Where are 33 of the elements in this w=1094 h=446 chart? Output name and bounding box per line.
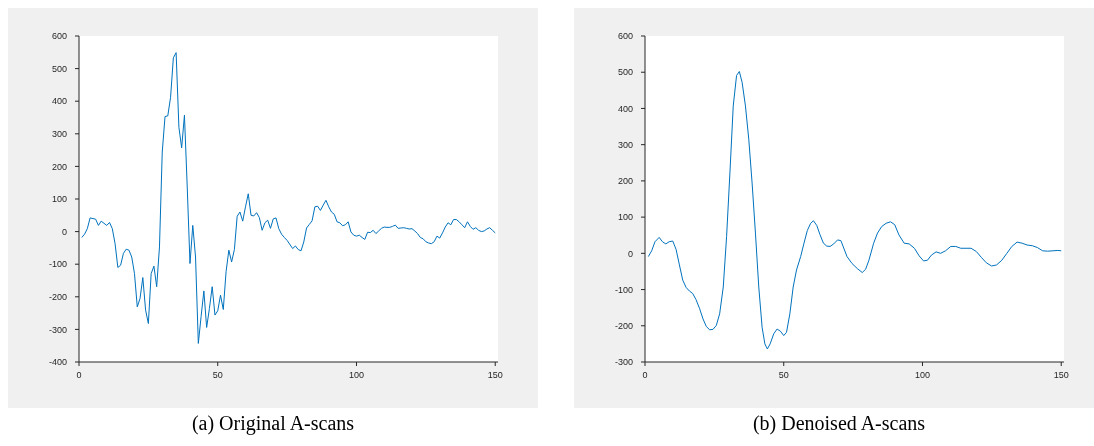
y-tick-label: -300 [614,357,633,368]
y-tick-label: 400 [51,96,67,107]
y-tick-label: 600 [51,31,67,42]
text: (b) Denoised A-scans [751,412,927,435]
line-series [81,52,496,344]
y-tick-label: 200 [51,161,67,172]
y-tick-label: -100 [614,284,633,295]
y-tick-label: 0 [61,226,67,237]
x-tick-label: 150 [487,370,503,381]
y-tick-label: 300 [617,139,633,150]
x-tick-label: 100 [348,370,364,381]
x-tick-label: 0 [642,370,648,381]
y-tick-label: -100 [48,259,67,270]
y-tick-label: 400 [617,103,633,114]
y-tick-label: 200 [617,176,633,187]
y-tick-label: 600 [617,31,633,42]
x-tick-label: 100 [914,370,930,381]
y-tick-label: 500 [617,67,633,78]
y-tick-label: 100 [617,212,633,223]
line-series [647,71,1062,350]
y-tick-label: 0 [627,248,633,259]
y-tick-label: -200 [48,291,67,302]
y-tick-label: -400 [48,357,67,368]
y-tick-label: 500 [51,63,67,74]
x-tick-label: 50 [212,370,223,381]
x-tick-label: 50 [778,370,789,381]
x-tick-label: 0 [76,370,82,381]
text: (a) Original A-scans [190,412,356,435]
x-tick-label: 150 [1053,370,1069,381]
y-tick-label: 300 [51,129,67,139]
y-tick-label: 100 [51,194,67,205]
y-tick-label: -200 [614,320,633,331]
y-tick-label: -300 [48,324,67,335]
